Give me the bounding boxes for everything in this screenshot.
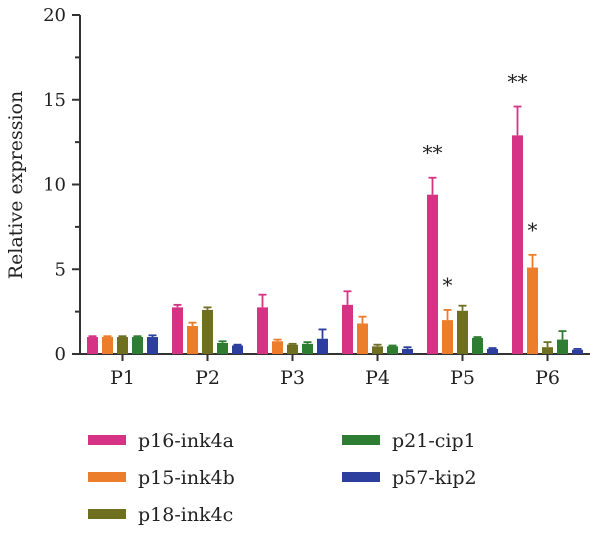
- bar-p16-ink4a-P5: [427, 194, 438, 354]
- bar-p21-cip1-P6: [557, 339, 568, 354]
- legend-swatch-p15-ink4b: [88, 472, 126, 482]
- bar-p18-ink4c-P1: [117, 337, 128, 354]
- bar-p16-ink4a-P4: [342, 304, 353, 354]
- bar-p21-cip1-P1: [132, 337, 143, 354]
- bar-p21-cip1-P3: [302, 343, 313, 354]
- bar-p21-cip1-P2: [217, 342, 228, 354]
- bar-p18-ink4c-P5: [457, 310, 468, 354]
- y-tick-label: 0: [55, 344, 66, 365]
- bar-p57-kip2-P2: [232, 345, 243, 354]
- y-axis-label: Relative expression: [5, 91, 27, 279]
- x-tick-label: P2: [195, 367, 220, 389]
- bar-p57-kip2-P1: [147, 337, 158, 354]
- bar-p18-ink4c-P6: [542, 347, 553, 354]
- bar-p57-kip2-P4: [402, 348, 413, 354]
- x-tick-label: P6: [535, 367, 560, 389]
- legend-label-p18-ink4c: p18-ink4c: [138, 504, 233, 526]
- bar-p18-ink4c-P2: [202, 309, 213, 354]
- bars: [87, 135, 583, 354]
- legend: p16-ink4a p15-ink4b p18-ink4c p21-cip1 p57-k…: [88, 430, 477, 526]
- y-tick-label: 20: [43, 5, 66, 26]
- y-tick-label: 10: [43, 175, 66, 196]
- legend-swatch-p18-ink4c: [88, 509, 126, 519]
- x-tick-label: P4: [365, 367, 390, 389]
- bar-p16-ink4a-P3: [257, 307, 268, 354]
- bar-p57-kip2-P5: [487, 348, 498, 354]
- bar-p15-ink4b-P6: [527, 267, 538, 354]
- significance-annotations: ******: [423, 70, 538, 297]
- bar-p21-cip1-P4: [387, 346, 398, 354]
- bar-p15-ink4b-P4: [357, 323, 368, 354]
- y-tick-label: 5: [55, 259, 66, 280]
- bar-p18-ink4c-P3: [287, 344, 298, 354]
- x-tick-label: P5: [450, 367, 475, 389]
- bar-p21-cip1-P5: [472, 337, 483, 354]
- legend-swatch-p21-cip1: [342, 435, 380, 445]
- legend-label-p21-cip1: p21-cip1: [392, 430, 476, 452]
- legend-swatch-p16-ink4a: [88, 435, 126, 445]
- significance-marker: *: [528, 218, 538, 242]
- y-tick-label: 15: [43, 90, 66, 111]
- bar-p15-ink4b-P5: [442, 320, 453, 354]
- axes: 0 5 10 15 20 P1 P2 P3 P4 P5 P6: [43, 5, 590, 389]
- legend-label-p16-ink4a: p16-ink4a: [138, 430, 234, 452]
- significance-marker: *: [443, 273, 453, 297]
- error-bars: [88, 105, 582, 350]
- significance-marker: **: [423, 141, 443, 165]
- x-tick-label: P3: [280, 367, 305, 389]
- bar-p15-ink4b-P3: [272, 341, 283, 354]
- x-tick-label: P1: [110, 367, 135, 389]
- legend-swatch-p57-kip2: [342, 472, 380, 482]
- bar-p16-ink4a-P6: [512, 135, 523, 354]
- bar-p15-ink4b-P1: [102, 337, 113, 354]
- legend-label-p57-kip2: p57-kip2: [392, 467, 477, 489]
- bar-p57-kip2-P6: [572, 349, 583, 354]
- bar-p57-kip2-P3: [317, 338, 328, 354]
- bar-p18-ink4c-P4: [372, 346, 383, 354]
- bar-p16-ink4a-P2: [172, 307, 183, 354]
- significance-marker: **: [508, 70, 528, 94]
- legend-label-p15-ink4b: p15-ink4b: [138, 467, 235, 489]
- bar-p15-ink4b-P2: [187, 326, 198, 354]
- bar-p16-ink4a-P1: [87, 337, 98, 354]
